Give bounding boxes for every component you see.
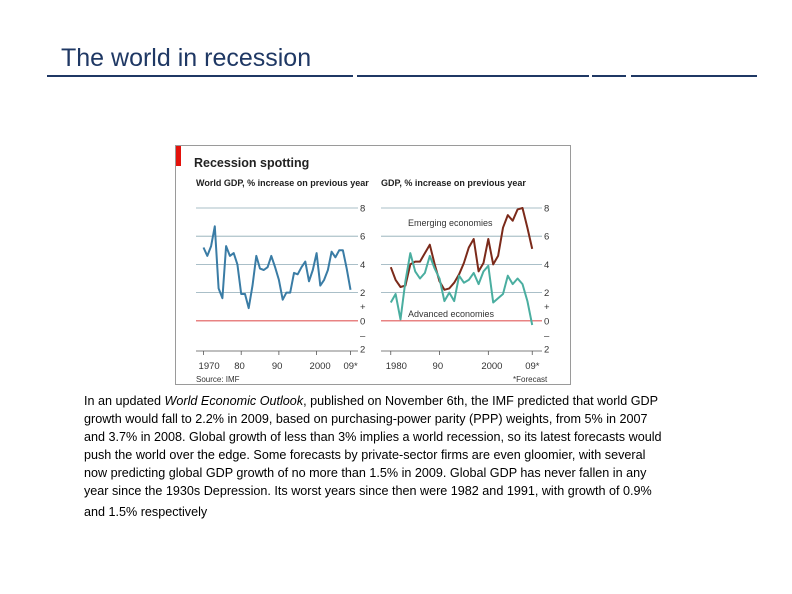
series-line-world bbox=[202, 225, 352, 310]
y-tick-label: 4 bbox=[360, 260, 365, 271]
y-tick-label: – bbox=[360, 330, 366, 341]
label-layer: 8 6 4 2 +0 – 2 1970 80 90 2000 09* 8 6 4 2 +0 – 2 1980 90 200… bbox=[199, 204, 550, 373]
body-line: and 1.5% respectively bbox=[84, 505, 208, 519]
title-underline-4 bbox=[631, 75, 757, 77]
chart-title: Recession spotting bbox=[194, 156, 309, 170]
title-underline-2 bbox=[357, 75, 589, 77]
y-tick-label: 4 bbox=[544, 260, 549, 271]
series-layer bbox=[202, 207, 534, 326]
x-tick-label: 09* bbox=[525, 361, 540, 372]
body-line: growth would fall to 2.2% in 2009, based… bbox=[84, 412, 648, 426]
body-text: In an updated World Economic Outlook, pu… bbox=[84, 392, 744, 521]
source-note: Source: IMF bbox=[196, 375, 240, 384]
x-tick-label: 90 bbox=[433, 361, 444, 372]
y-tick-label: 8 bbox=[360, 204, 365, 215]
y-tick-label: + bbox=[360, 302, 366, 313]
x-tick-label: 09* bbox=[343, 361, 358, 372]
chart-svg: Recession spotting World GDP, % increase… bbox=[194, 156, 550, 384]
left-panel-subtitle: World GDP, % increase on previous year bbox=[196, 178, 369, 188]
y-tick-label: 2 bbox=[360, 345, 365, 356]
body-line: In an updated World Economic Outlook, pu… bbox=[84, 394, 659, 408]
y-tick-label: 8 bbox=[544, 204, 549, 215]
x-tick-label: 1970 bbox=[199, 361, 220, 372]
body-line: now predicting global GDP growth of no m… bbox=[84, 466, 647, 480]
title-underline-3 bbox=[592, 75, 626, 77]
y-tick-label: 2 bbox=[360, 288, 365, 299]
recession-chart: Recession spotting World GDP, % increase… bbox=[175, 145, 571, 385]
x-tick-label: 2000 bbox=[481, 361, 502, 372]
x-tick-label: 80 bbox=[234, 361, 245, 372]
y-tick-label: 0 bbox=[544, 316, 549, 327]
y-tick-label: 2 bbox=[544, 345, 549, 356]
y-tick-label: 0 bbox=[360, 316, 365, 327]
y-tick-label: + bbox=[544, 302, 550, 313]
y-tick-label: – bbox=[544, 330, 550, 341]
body-line: push the world over the edge. Some forec… bbox=[84, 448, 646, 462]
right-panel-subtitle: GDP, % increase on previous year bbox=[381, 178, 526, 188]
y-tick-label: 2 bbox=[544, 288, 549, 299]
x-tick-label: 90 bbox=[272, 361, 283, 372]
title-underline-1 bbox=[47, 75, 353, 77]
series-line-emerging-economies bbox=[389, 207, 534, 291]
body-line: year since the 1930s Depression. Its wor… bbox=[84, 484, 652, 498]
y-tick-label: 6 bbox=[360, 232, 365, 243]
y-tick-label: 6 bbox=[544, 232, 549, 243]
emerging-economies-label: Emerging economies bbox=[408, 218, 493, 228]
forecast-note: *Forecast bbox=[513, 375, 548, 384]
x-tick-label: 1980 bbox=[386, 361, 407, 372]
series-line-advanced-economies bbox=[389, 252, 534, 326]
x-tick-label: 2000 bbox=[310, 361, 331, 372]
slide-title: The world in recession bbox=[61, 44, 312, 72]
body-line: and 3.7% in 2008. Global growth of less … bbox=[84, 430, 662, 444]
advanced-economies-label: Advanced economies bbox=[408, 309, 495, 319]
economist-red-tab bbox=[176, 146, 181, 166]
